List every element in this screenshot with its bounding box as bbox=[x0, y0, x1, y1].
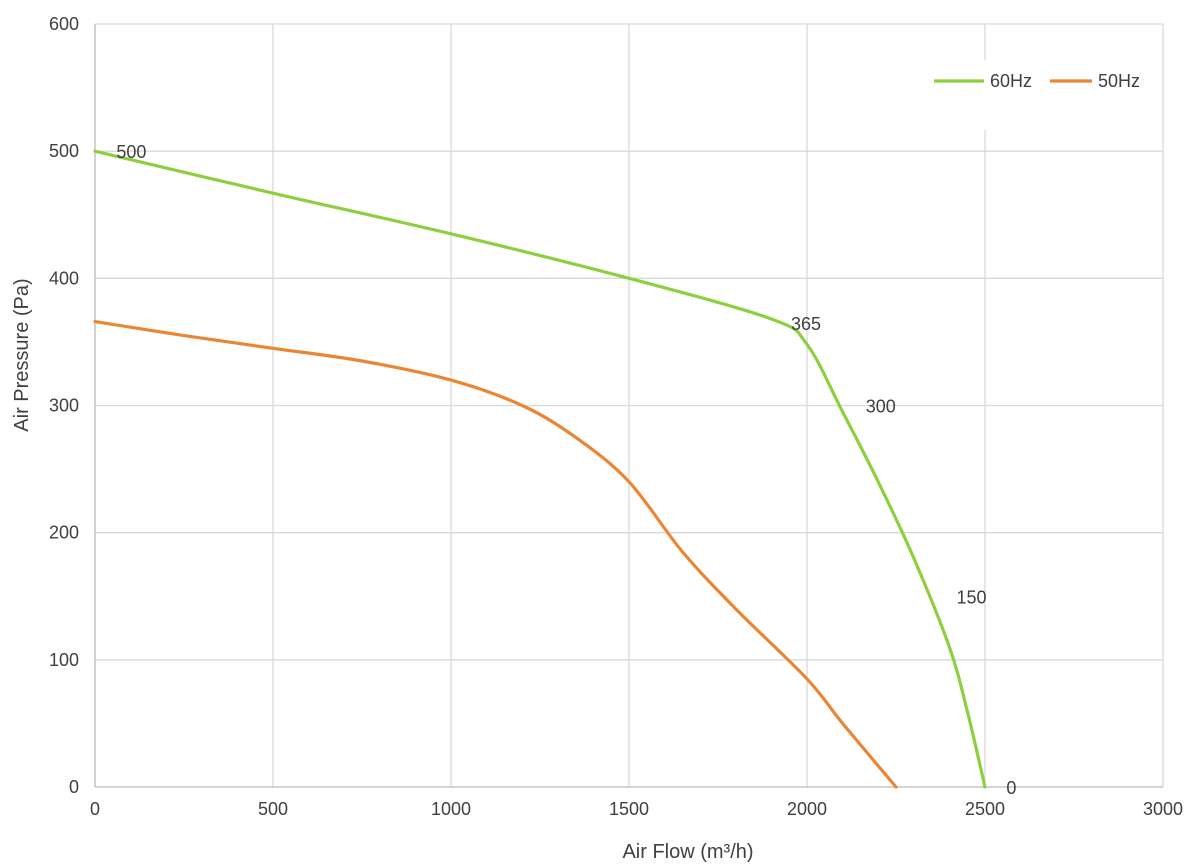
y-tick-label: 400 bbox=[49, 268, 79, 288]
x-tick-label: 0 bbox=[90, 799, 100, 819]
legend-label-60hz: 60Hz bbox=[990, 71, 1032, 91]
y-tick-label: 200 bbox=[49, 523, 79, 543]
series-line-50hz bbox=[93, 319, 898, 789]
grid-lines bbox=[94, 23, 1164, 788]
y-tick-label: 100 bbox=[49, 650, 79, 670]
x-tick-label: 2500 bbox=[965, 799, 1005, 819]
y-tick-label: 600 bbox=[49, 14, 79, 34]
x-tick-label: 500 bbox=[258, 799, 288, 819]
x-tick-label: 3000 bbox=[1143, 799, 1183, 819]
legend-label-50hz: 50Hz bbox=[1098, 71, 1140, 91]
data-label: 365 bbox=[791, 314, 821, 334]
data-label: 300 bbox=[866, 397, 896, 417]
y-tick-label: 0 bbox=[69, 777, 79, 797]
data-label: 150 bbox=[957, 587, 987, 607]
x-tick-label: 2000 bbox=[787, 799, 827, 819]
x-axis-title: Air Flow (m³/h) bbox=[622, 841, 753, 863]
axes: 0 500 1000 1500 2000 2500 30000100200300400500… bbox=[49, 14, 1183, 819]
y-axis-title: Air Pressure (Pa) bbox=[11, 278, 33, 431]
x-tick-label: 1500 bbox=[609, 799, 649, 819]
legend: 60Hz 50Hz bbox=[934, 71, 1140, 91]
data-label: 500 bbox=[116, 142, 146, 162]
x-tick-label: 1000 bbox=[431, 799, 471, 819]
y-tick-label: 500 bbox=[49, 141, 79, 161]
data-labels: 500 365 300 150 0 bbox=[116, 142, 1016, 798]
series-line-60hz bbox=[93, 149, 987, 789]
data-label: 0 bbox=[1006, 778, 1016, 798]
y-tick-label: 300 bbox=[49, 396, 79, 416]
series-lines bbox=[93, 149, 987, 789]
